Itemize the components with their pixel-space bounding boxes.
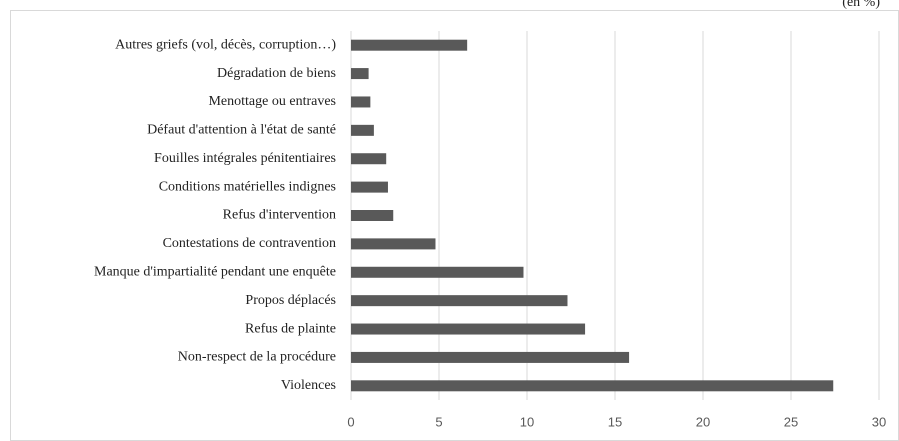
bar (351, 238, 436, 250)
y-tick-label: Manque d'impartialité pendant une enquêt… (94, 264, 336, 279)
chart-subtitle: (en %) (842, 0, 880, 10)
bar (351, 39, 468, 51)
bar (351, 153, 387, 165)
y-tick-label: Refus d'intervention (223, 208, 336, 223)
x-tick-label: 10 (520, 414, 534, 429)
y-tick-label: Propos déplacés (245, 293, 336, 308)
bar (351, 351, 630, 363)
bar (351, 323, 586, 335)
y-tick-label: Conditions matérielles indignes (159, 179, 336, 194)
y-tick-label: Contestations de contravention (163, 236, 336, 251)
y-tick-label: Menottage ou entraves (208, 94, 336, 109)
y-tick-label: Refus de plainte (245, 321, 336, 336)
x-tick-label: 5 (435, 414, 442, 429)
x-tick-label: 20 (696, 414, 710, 429)
x-tick-label: 30 (872, 414, 886, 429)
y-tick-label: Dégradation de biens (217, 66, 336, 81)
y-tick-label: Défaut d'attention à l'état de santé (147, 123, 336, 138)
y-tick-label: Violences (281, 378, 336, 393)
bar (351, 210, 394, 221)
x-tick-label: 15 (608, 414, 622, 429)
bar (351, 266, 524, 278)
bar (351, 124, 374, 136)
chart-frame (10, 10, 899, 441)
bar (351, 380, 834, 392)
x-tick-label: 0 (347, 414, 354, 429)
bar (351, 181, 388, 193)
y-tick-label: Non-respect de la procédure (178, 350, 336, 365)
bar (351, 295, 568, 307)
y-tick-label: Autres griefs (vol, décès, corruption…) (115, 37, 336, 52)
bar (351, 68, 369, 80)
bar (351, 96, 371, 108)
x-tick-label: 25 (784, 414, 798, 429)
y-tick-label: Fouilles intégrales pénitentiaires (154, 151, 336, 166)
